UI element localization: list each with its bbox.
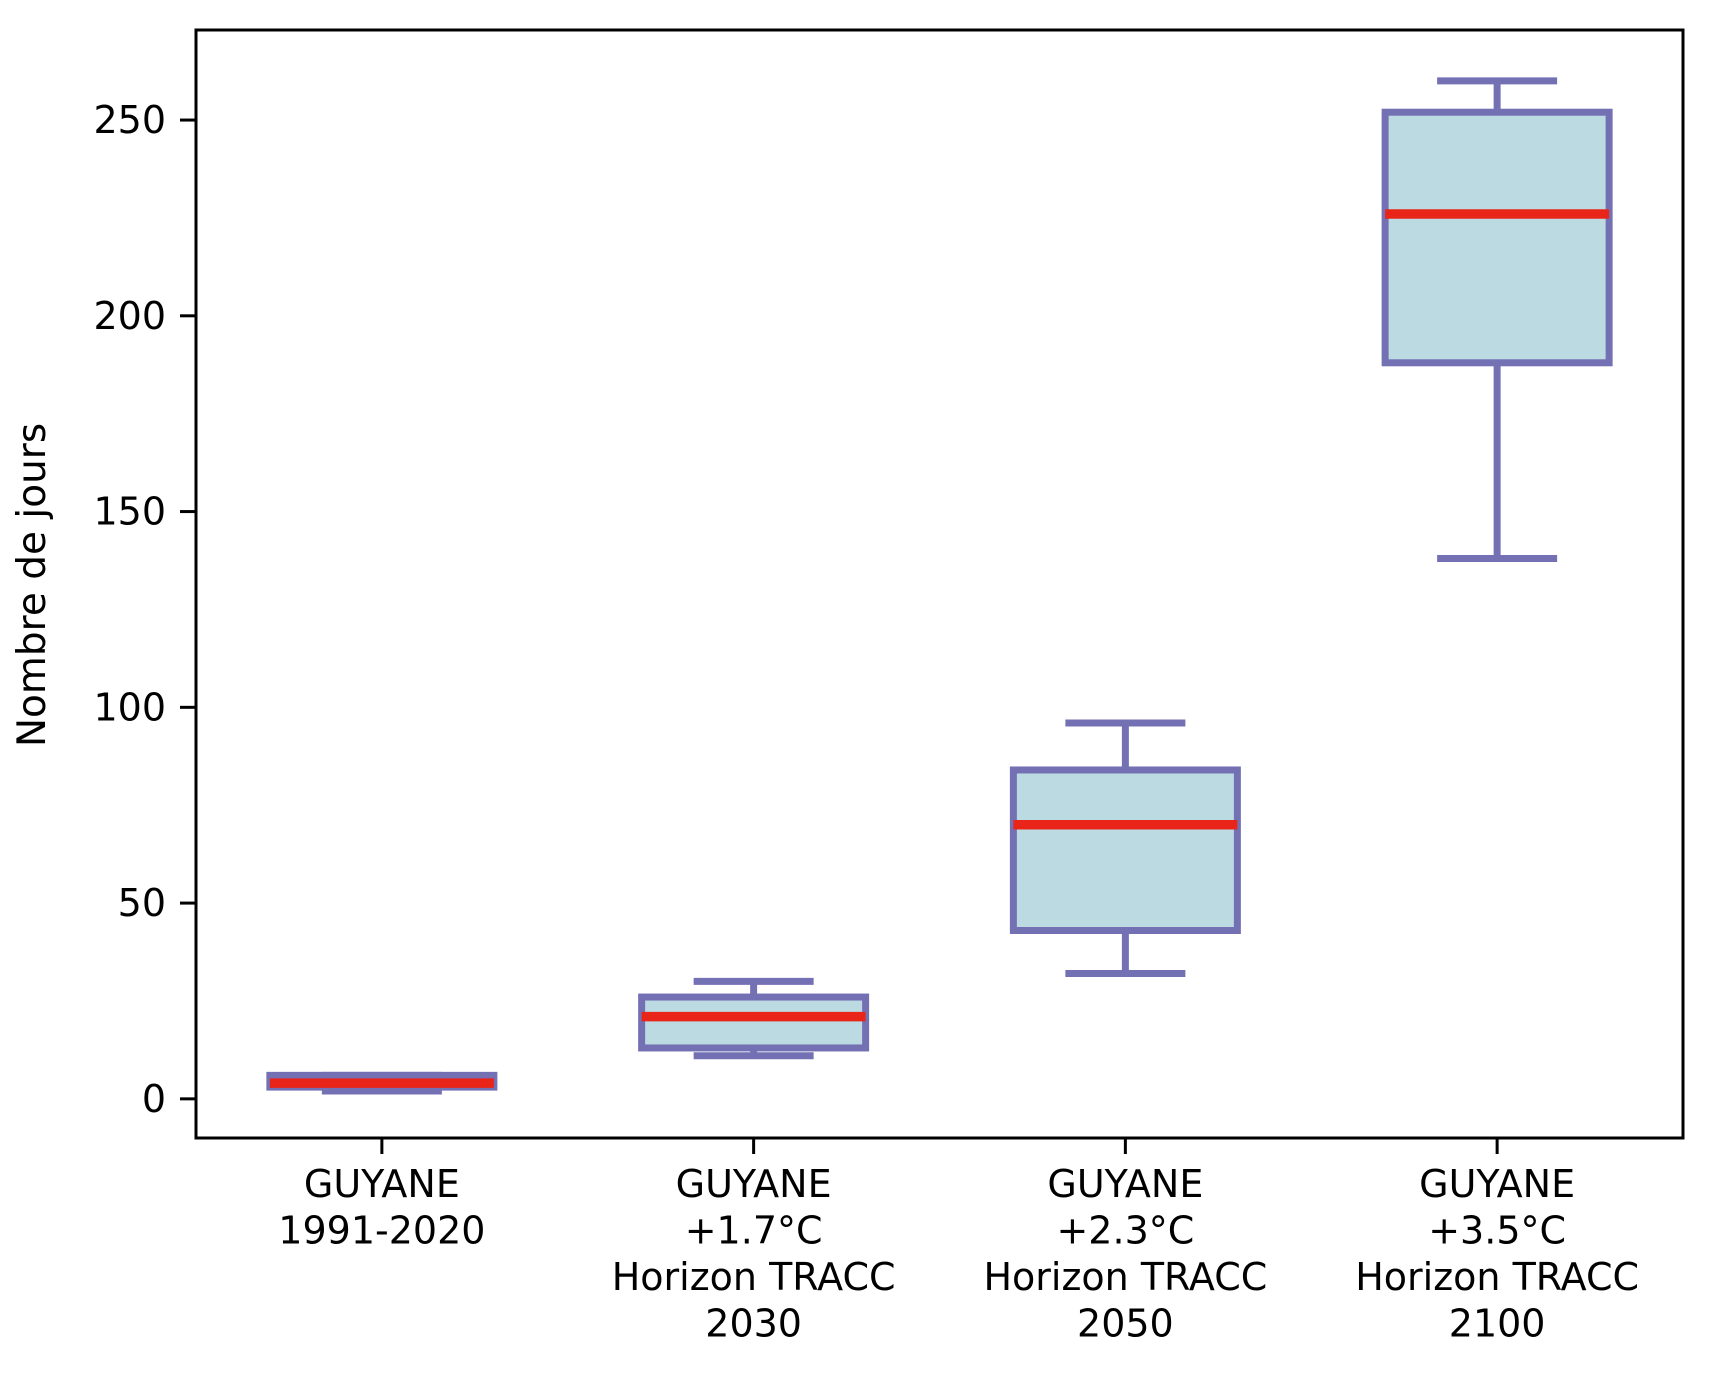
plot-border — [194, 28, 1685, 1140]
x-tick-label: GUYANE +2.3°C Horizon TRACC 2050 — [983, 1162, 1267, 1346]
x-tick-label: GUYANE 1991-2020 — [278, 1162, 485, 1253]
y-tick-label: 250 — [93, 98, 166, 142]
x-tick-label-line: Horizon TRACC — [612, 1255, 896, 1299]
box — [1381, 108, 1613, 367]
box — [1009, 766, 1241, 934]
x-tick-label-line: 1991-2020 — [278, 1209, 485, 1253]
x-tick-label-line: 2100 — [1449, 1302, 1546, 1346]
y-tick-label: 0 — [142, 1077, 166, 1121]
x-tick-label-line: +1.7°C — [685, 1209, 823, 1253]
x-tick-label-line: GUYANE — [304, 1162, 460, 1206]
x-tick-label-line: 2030 — [705, 1302, 802, 1346]
box — [638, 993, 870, 1052]
x-tick-label-line: +3.5°C — [1428, 1209, 1566, 1253]
y-tick-label: 200 — [93, 294, 166, 338]
x-tick-label: GUYANE +1.7°C Horizon TRACC 2030 — [612, 1162, 896, 1346]
x-tick-label-line: GUYANE — [676, 1162, 832, 1206]
x-tick-label-line: Horizon TRACC — [1355, 1255, 1639, 1299]
y-axis-label: Nombre de jours — [10, 423, 55, 747]
x-tick-label-line: GUYANE — [1419, 1162, 1575, 1206]
y-tick-label: 50 — [118, 881, 166, 925]
y-tick-label: 150 — [93, 490, 166, 534]
x-tick-label-line: +2.3°C — [1056, 1209, 1194, 1253]
x-tick-label-line: Horizon TRACC — [983, 1255, 1267, 1299]
y-tick-label: 100 — [93, 685, 166, 729]
x-tick-label-line: GUYANE — [1047, 1162, 1203, 1206]
x-tick-label-line: 2050 — [1077, 1302, 1174, 1346]
x-tick-label: GUYANE +3.5°C Horizon TRACC 2100 — [1355, 1162, 1639, 1346]
